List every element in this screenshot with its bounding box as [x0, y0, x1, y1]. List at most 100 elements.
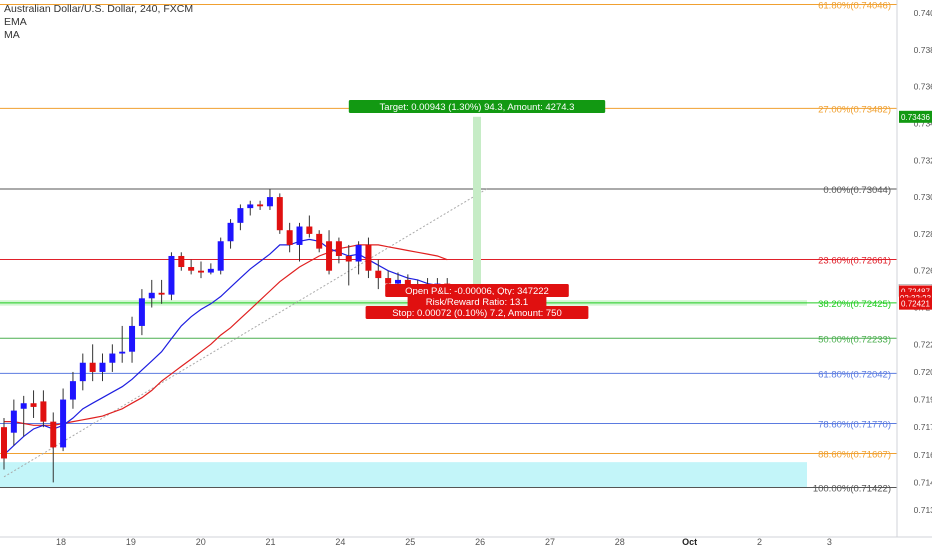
candle-body — [79, 362, 86, 382]
candle-body — [50, 421, 57, 448]
price-tick-label[interactable]: 0.72800 — [914, 229, 932, 239]
candle-body — [296, 226, 303, 245]
candle-body — [365, 244, 372, 271]
candle-body — [237, 208, 244, 223]
candle-body — [40, 401, 47, 422]
target-label[interactable]: Target: 0.00943 (1.30%) 94.3, Amount: 42… — [380, 102, 575, 113]
fib-level-label: 27.00%(0.73482) — [818, 104, 891, 115]
price-tick-label[interactable]: 0.74000 — [914, 8, 932, 18]
time-tick-label[interactable]: 3 — [827, 537, 832, 547]
candle-body — [188, 267, 195, 271]
price-tick-label[interactable]: 0.73800 — [914, 45, 932, 55]
candle-body — [99, 362, 106, 372]
candle-body — [178, 255, 185, 268]
symbol-title[interactable]: Australian Dollar/U.S. Dollar, 240, FXCM — [4, 3, 194, 15]
candle-body — [385, 278, 392, 284]
price-badge: 0.72421 — [901, 300, 930, 309]
price-tick-label[interactable]: 0.71450 — [914, 477, 932, 487]
candle-body — [129, 325, 136, 352]
fib-level-label: 88.60%(0.71607) — [818, 449, 891, 460]
time-tick-label[interactable]: 18 — [56, 537, 66, 547]
price-tick-label[interactable]: 0.73600 — [914, 82, 932, 92]
time-tick-label[interactable]: 25 — [405, 537, 415, 547]
fib-level-label: 100.00%(0.71422) — [813, 484, 891, 495]
price-badge-bg — [899, 110, 932, 123]
price-tick-label[interactable]: 0.72600 — [914, 266, 932, 276]
candle-body — [266, 197, 273, 207]
price-axis[interactable]: 0.74000 0.73800 0.73600 0.73400 0.73200 0.730… — [896, 0, 932, 537]
candle-body — [10, 410, 17, 433]
time-tick-label[interactable]: Oct — [682, 537, 697, 547]
time-tick-label[interactable]: 24 — [335, 537, 345, 547]
price-tick-label[interactable]: 0.72050 — [914, 367, 932, 377]
price-tick-label[interactable]: 0.71750 — [914, 422, 932, 432]
price-badge: 0.73436 — [901, 113, 930, 122]
position-labels-layer[interactable]: Target: 0.00943 (1.30%) 94.3, Amount: 42… — [348, 100, 606, 319]
price-tick-label[interactable]: 0.71600 — [914, 450, 932, 460]
candle-body — [395, 279, 401, 284]
time-axis[interactable]: 18 19 20 21 24 25 26 27 28 Oct 2 3 — [0, 536, 932, 547]
ratio-label[interactable]: Risk/Reward Ratio: 13.1 — [426, 297, 528, 308]
price-tick-label[interactable]: 0.71900 — [914, 395, 932, 405]
candle-body — [257, 204, 264, 207]
time-tick-label[interactable]: 26 — [475, 537, 485, 547]
candle-body — [286, 230, 293, 245]
price-tick-label[interactable]: 0.73200 — [914, 155, 932, 165]
position-layer[interactable] — [473, 116, 481, 304]
indicator-ema-label[interactable]: EMA — [4, 16, 27, 28]
candle-body — [355, 244, 362, 262]
candle-body — [375, 270, 382, 279]
candle-body — [326, 241, 333, 271]
price-tick-label[interactable]: 0.73400 — [914, 118, 932, 128]
open-pl-label-bg[interactable] — [385, 284, 569, 297]
ratio-label-bg[interactable] — [407, 295, 547, 308]
candle-body — [119, 351, 126, 354]
plot-background — [0, 0, 897, 537]
time-tick-label[interactable]: 27 — [545, 537, 555, 547]
fib-level-label: 50.00%(0.72233) — [818, 334, 891, 345]
time-tick-label[interactable]: 2 — [757, 537, 762, 547]
candle-body — [345, 255, 352, 262]
candle-body — [1, 427, 7, 459]
candle-body — [158, 292, 165, 295]
candle-body — [20, 403, 27, 409]
candles-layer — [1, 188, 451, 483]
price-tick-label[interactable]: 0.73000 — [914, 192, 932, 202]
indicator-ma-label[interactable]: MA — [4, 29, 20, 41]
ema-line — [3, 238, 448, 456]
zones-layer — [0, 0, 897, 537]
fib-level-label: 78.60%(0.71770) — [818, 419, 891, 430]
time-tick-label[interactable]: 28 — [615, 537, 625, 547]
candle-body — [30, 403, 37, 407]
candle-body — [247, 204, 254, 209]
candle-body — [217, 241, 224, 271]
fib-level-label: 23.60%(0.72661) — [818, 255, 891, 266]
candle-body — [335, 241, 342, 256]
stop-label[interactable]: Stop: 0.00072 (0.10%) 7.2, Amount: 750 — [392, 308, 562, 319]
candle-body — [198, 270, 204, 273]
ma-layer — [3, 238, 448, 456]
time-tick-label[interactable]: 20 — [196, 537, 206, 547]
price-tick-label[interactable]: 0.72200 — [914, 339, 932, 349]
ma-line — [4, 244, 448, 426]
time-tick-label[interactable]: 21 — [266, 537, 276, 547]
candle-body — [316, 233, 323, 249]
time-tick-label[interactable]: 19 — [126, 537, 136, 547]
position-target-area[interactable] — [473, 116, 481, 291]
fib-level-label: 61.80%(0.72042) — [818, 369, 891, 380]
open-pl-label[interactable]: Open P&L: -0.00006, Qty: 347222 — [405, 286, 549, 297]
stop-label-bg[interactable] — [365, 306, 589, 319]
price-tick-label[interactable]: 0.71300 — [914, 505, 932, 515]
chart-legend: Australian Dollar/U.S. Dollar, 240, FXCM… — [4, 3, 193, 42]
fib-trend-line — [3, 188, 487, 478]
target-label-bg[interactable] — [348, 100, 606, 113]
fib-level-label: 0.00%(0.73044) — [823, 185, 891, 196]
candle-body — [227, 222, 234, 242]
candle-body — [306, 226, 313, 234]
candle-body — [69, 381, 76, 400]
candle-body — [148, 292, 155, 299]
candle-body — [168, 255, 175, 295]
fib-zone-88-100 — [0, 462, 807, 488]
